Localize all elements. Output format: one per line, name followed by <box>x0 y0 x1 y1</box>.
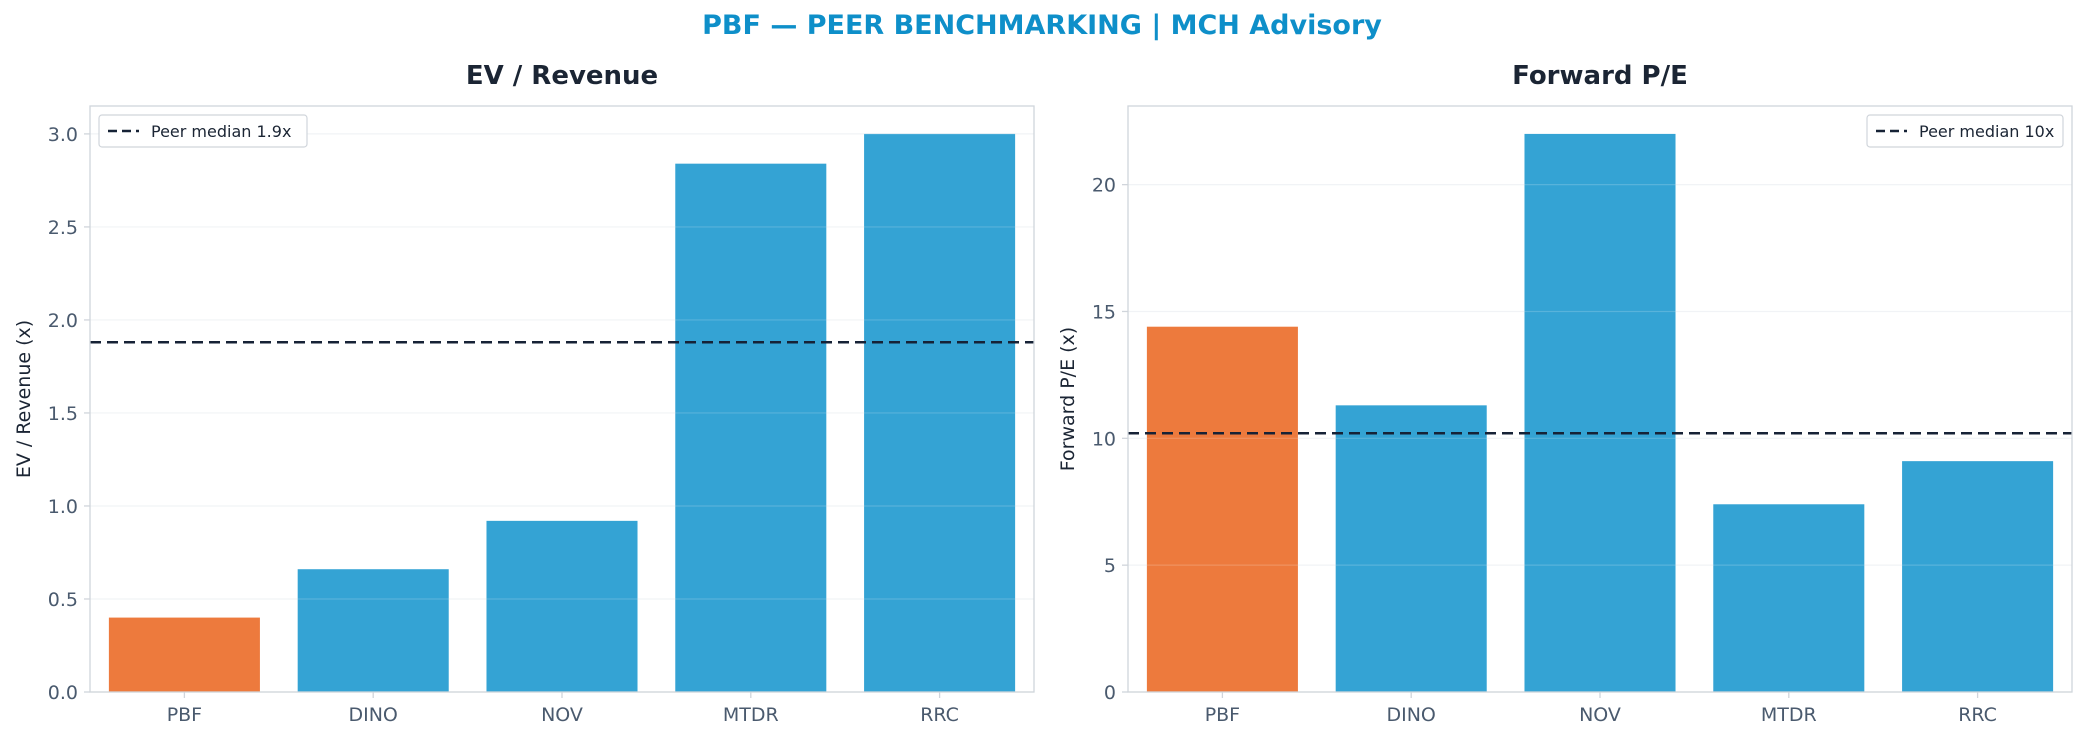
bar-mtdr <box>1713 504 1865 692</box>
bar-mtdr <box>675 163 827 692</box>
y-tick-label: 1.5 <box>48 403 78 425</box>
y-tick-label: 10 <box>1092 428 1116 450</box>
legend-label: Peer median 10x <box>1919 122 2054 141</box>
y-tick-label: 1.0 <box>48 496 78 518</box>
chart-title: Forward P/E <box>1512 61 1688 91</box>
y-tick-label: 0 <box>1104 682 1116 704</box>
y-tick-label: 20 <box>1092 175 1116 197</box>
y-tick-label: 3.0 <box>48 124 78 146</box>
y-tick-label: 0.0 <box>48 682 78 704</box>
x-tick-label: RRC <box>920 704 959 726</box>
x-tick-label: PBF <box>1205 704 1240 726</box>
legend-box <box>1866 114 2064 148</box>
y-tick-label: 15 <box>1092 301 1116 323</box>
bar-nov <box>486 520 638 692</box>
y-tick-label: 2.0 <box>48 310 78 332</box>
y-tick-label: 2.5 <box>48 217 78 239</box>
bar-rrc <box>864 133 1016 692</box>
y-axis-label: EV / Revenue (x) <box>13 320 35 478</box>
bar-pbf <box>108 617 260 692</box>
x-tick-label: MTDR <box>723 704 779 726</box>
y-tick-label: 0.5 <box>48 589 78 611</box>
chart-forward-pe: 0 5 10 15 20 PBF DINO NOV MTDR RRC Forward P/E Forw… <box>1057 61 2073 726</box>
y-tick-label: 5 <box>1104 555 1116 577</box>
legend: Peer median 1.9x <box>98 114 308 148</box>
figure-suptitle: PBF — PEER BENCHMARKING | MCH Advisory <box>702 10 1382 41</box>
bar-dino <box>297 569 449 692</box>
chart-title: EV / Revenue <box>466 61 658 91</box>
legend-box <box>98 114 308 148</box>
bar-rrc <box>1902 461 2054 692</box>
chart-ev-revenue: 0.0 0.5 1.0 1.5 2.0 2.5 3.0 PBF DINO NOV MTDR RRC EV… <box>13 61 1035 726</box>
x-tick-label: MTDR <box>1761 704 1817 726</box>
bar-nov <box>1524 133 1676 692</box>
bar-pbf <box>1146 326 1298 692</box>
legend-label: Peer median 1.9x <box>151 122 291 141</box>
x-tick-label: DINO <box>348 704 397 726</box>
x-tick-label: PBF <box>167 704 202 726</box>
x-tick-label: DINO <box>1386 704 1435 726</box>
x-tick-label: NOV <box>541 704 583 726</box>
bar-dino <box>1335 405 1487 692</box>
y-axis-label: Forward P/E (x) <box>1057 327 1079 471</box>
x-tick-label: RRC <box>1958 704 1997 726</box>
x-tick-label: NOV <box>1579 704 1621 726</box>
legend: Peer median 10x <box>1866 114 2064 148</box>
